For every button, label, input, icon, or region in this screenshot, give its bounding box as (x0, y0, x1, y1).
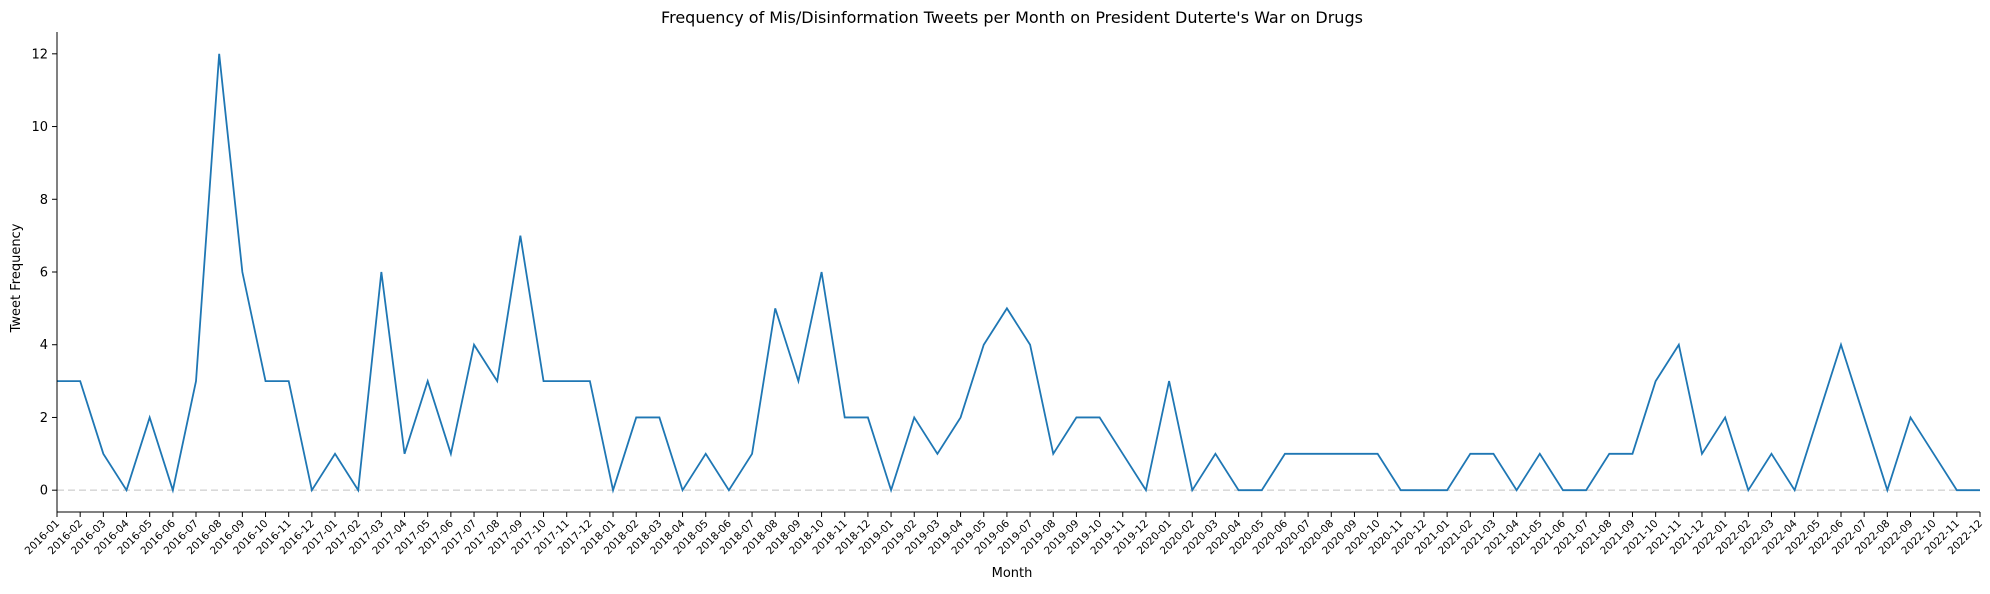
y-axis-label: Tweet Frequency (9, 223, 24, 333)
series-line-0 (57, 53, 1980, 494)
y-tick-label: 10 (31, 120, 48, 135)
y-tick-label: 2 (40, 411, 48, 426)
y-tick-label: 12 (31, 47, 48, 62)
chart-title: Frequency of Mis/Disinformation Tweets p… (661, 8, 1363, 27)
y-tick-label: 0 (40, 484, 48, 499)
y-tick-label: 8 (40, 193, 48, 208)
y-axis-ticks: 0 2 4 6 8 10 12 (31, 47, 57, 499)
y-tick-label: 6 (40, 266, 48, 281)
x-axis-label: Month (992, 566, 1033, 581)
x-axis-ticks: 2016-012016-022016-032016-042016-052016-… (23, 512, 1985, 557)
plot-area (56, 32, 1980, 513)
y-tick-label: 4 (40, 338, 48, 353)
